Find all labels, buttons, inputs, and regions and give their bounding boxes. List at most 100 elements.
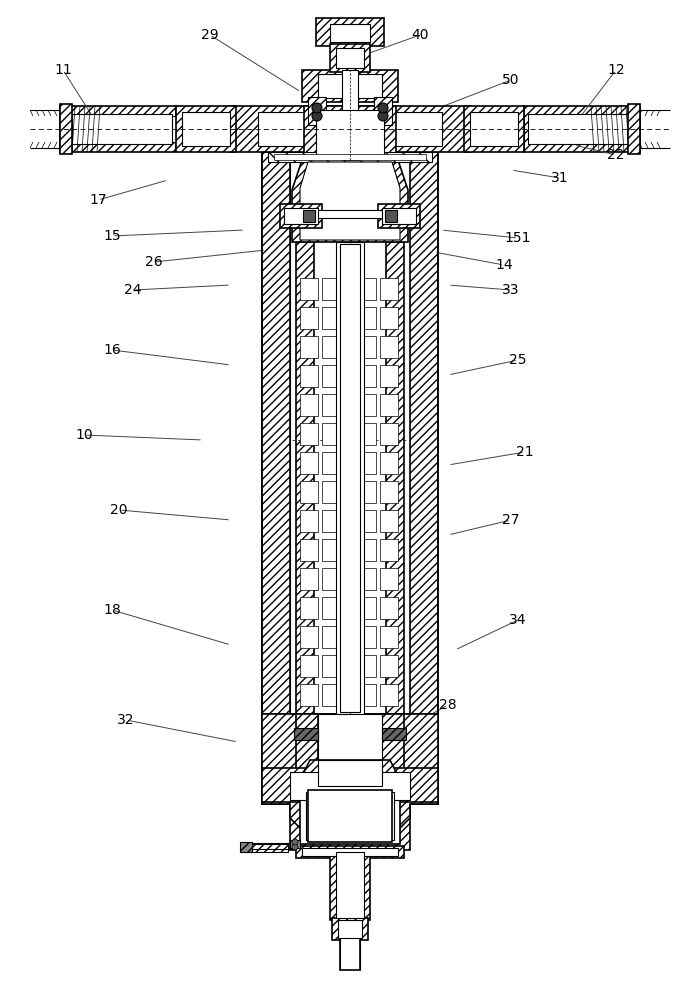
Bar [262, 152, 290, 804]
Bar [290, 782, 410, 850]
Bar [322, 278, 340, 300]
Text: 22: 22 [608, 148, 624, 162]
Circle shape [312, 103, 322, 113]
Text: 12: 12 [607, 63, 625, 77]
Bar [470, 112, 518, 146]
Bar [322, 626, 340, 648]
Bar [382, 714, 404, 770]
Bar [316, 110, 384, 158]
Bar [380, 278, 398, 300]
Bar [380, 394, 398, 416]
Polygon shape [300, 162, 400, 240]
Text: 21: 21 [516, 445, 534, 459]
Bar [300, 481, 318, 503]
Bar [290, 210, 410, 218]
Bar [358, 365, 376, 387]
Bar [300, 626, 318, 648]
Bar [358, 336, 376, 358]
Bar [308, 790, 392, 842]
Text: 28: 28 [439, 698, 457, 712]
Bar [230, 106, 470, 152]
Bar [358, 481, 376, 503]
Text: 17: 17 [89, 193, 107, 207]
Bar [330, 24, 370, 42]
Bar [322, 336, 340, 358]
Bar [300, 684, 318, 706]
Bar [300, 568, 318, 590]
Bar [358, 278, 376, 300]
Bar [304, 106, 396, 162]
Bar [300, 452, 318, 474]
Text: 13: 13 [411, 773, 429, 787]
Bar [380, 423, 398, 445]
Circle shape [378, 111, 388, 121]
Bar [358, 539, 376, 561]
Bar [358, 684, 376, 706]
Bar [330, 850, 370, 920]
Bar [342, 70, 358, 160]
Circle shape [292, 844, 298, 850]
Bar [380, 307, 398, 329]
Bar [628, 104, 640, 154]
Bar [290, 152, 410, 804]
Bar [358, 655, 376, 677]
Bar [336, 242, 364, 714]
Text: 151: 151 [505, 231, 531, 245]
Bar [70, 116, 176, 142]
Bar [318, 760, 382, 786]
Bar [290, 772, 410, 800]
Circle shape [292, 839, 298, 845]
Bar [336, 852, 364, 918]
Bar [296, 242, 314, 714]
Bar [358, 510, 376, 532]
Bar [380, 655, 398, 677]
Polygon shape [300, 760, 400, 790]
Polygon shape [292, 160, 408, 242]
Text: 25: 25 [510, 353, 526, 367]
Text: 20: 20 [111, 503, 128, 517]
Bar [358, 423, 376, 445]
Polygon shape [262, 802, 438, 828]
Bar [382, 208, 416, 224]
Circle shape [378, 103, 388, 113]
Bar [306, 792, 394, 840]
Bar [274, 154, 426, 160]
Bar [380, 539, 398, 561]
Bar [300, 597, 318, 619]
Bar [322, 510, 340, 532]
Bar [296, 714, 318, 770]
Bar [358, 307, 376, 329]
Bar [528, 114, 628, 144]
Bar [300, 788, 400, 844]
Bar [258, 112, 442, 146]
Text: 10: 10 [75, 428, 93, 442]
Bar [60, 106, 176, 152]
Text: 18: 18 [103, 603, 121, 617]
Bar [300, 539, 318, 561]
Bar [385, 210, 397, 222]
Bar [302, 848, 398, 856]
Polygon shape [262, 714, 438, 780]
Bar [322, 365, 340, 387]
Bar [284, 208, 318, 224]
Text: 29: 29 [201, 28, 219, 42]
Bar [374, 97, 392, 125]
Bar [322, 655, 340, 677]
Bar [358, 626, 376, 648]
Bar [340, 938, 360, 970]
Bar [308, 97, 326, 125]
Bar [380, 684, 398, 706]
Bar [322, 597, 340, 619]
Bar [464, 106, 524, 152]
Bar [380, 568, 398, 590]
Bar [322, 394, 340, 416]
Bar [322, 684, 340, 706]
Bar [410, 152, 438, 804]
Bar [300, 394, 318, 416]
Bar [338, 920, 362, 938]
Bar [303, 210, 315, 222]
Bar [240, 842, 252, 852]
Bar [268, 152, 432, 162]
Bar [386, 242, 404, 714]
Text: 34: 34 [510, 613, 526, 627]
